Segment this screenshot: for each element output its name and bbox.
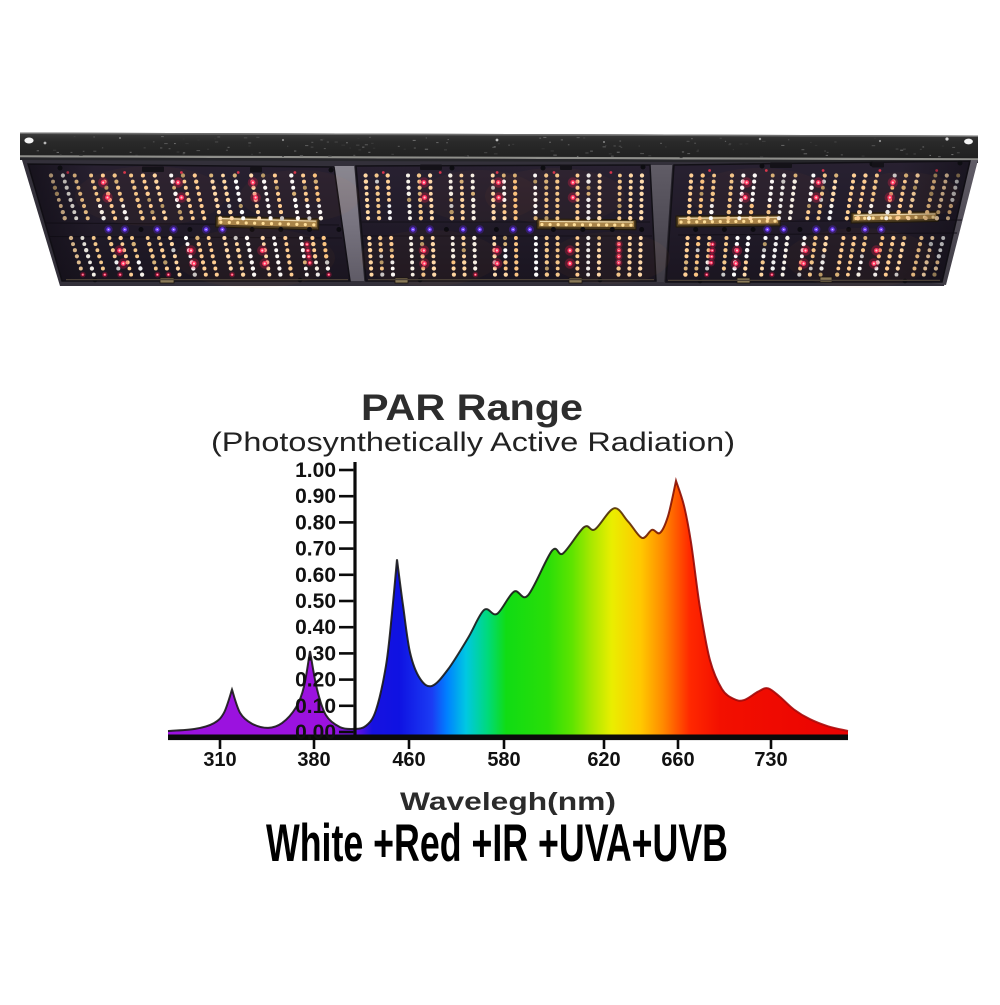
svg-text:0.80: 0.80 bbox=[295, 511, 336, 534]
svg-text:380: 380 bbox=[297, 749, 330, 771]
svg-text:PAR Range: PAR Range bbox=[361, 387, 583, 428]
svg-text:730: 730 bbox=[754, 749, 787, 771]
svg-text:0.60: 0.60 bbox=[295, 564, 336, 587]
svg-text:0.20: 0.20 bbox=[295, 669, 336, 692]
svg-text:White +Red +IR +UVA+UVB: White +Red +IR +UVA+UVB bbox=[266, 814, 728, 873]
svg-text:0.70: 0.70 bbox=[295, 538, 336, 561]
svg-text:620: 620 bbox=[587, 749, 620, 771]
svg-text:(Photosynthetically Active Rad: (Photosynthetically Active Radiation) bbox=[211, 427, 735, 457]
svg-text:0.00: 0.00 bbox=[295, 721, 336, 744]
svg-text:1.00: 1.00 bbox=[295, 459, 336, 482]
svg-text:460: 460 bbox=[392, 749, 425, 771]
svg-text:580: 580 bbox=[487, 749, 520, 771]
svg-text:660: 660 bbox=[661, 749, 694, 771]
svg-text:0.90: 0.90 bbox=[295, 485, 336, 508]
svg-text:0.30: 0.30 bbox=[295, 642, 336, 665]
svg-text:0.40: 0.40 bbox=[295, 616, 336, 639]
svg-text:0.10: 0.10 bbox=[295, 695, 336, 718]
svg-text:0.50: 0.50 bbox=[295, 590, 336, 613]
svg-text:Wavelegh(nm): Wavelegh(nm) bbox=[400, 788, 616, 816]
svg-text:310: 310 bbox=[203, 749, 236, 771]
